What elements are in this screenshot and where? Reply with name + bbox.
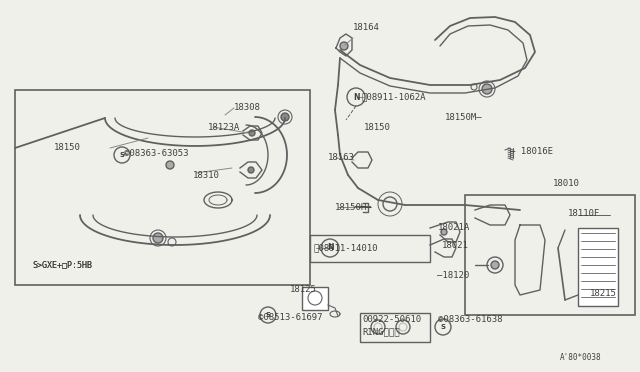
Text: A'80*0038: A'80*0038 <box>560 353 602 362</box>
Circle shape <box>441 229 447 235</box>
Text: 18308: 18308 <box>234 103 261 112</box>
Text: ©08363-61638: ©08363-61638 <box>438 315 502 324</box>
Text: —18120: —18120 <box>437 270 469 279</box>
Text: 18110F: 18110F <box>568 208 600 218</box>
Circle shape <box>491 261 499 269</box>
Text: S: S <box>440 324 445 330</box>
Text: 18010: 18010 <box>553 179 580 187</box>
Text: 18021: 18021 <box>442 241 469 250</box>
Text: S: S <box>266 312 271 318</box>
Circle shape <box>248 167 254 173</box>
Text: 18123A: 18123A <box>208 122 240 131</box>
Text: 18150M―: 18150M― <box>445 113 483 122</box>
Circle shape <box>281 113 289 121</box>
Bar <box>465 195 635 315</box>
Text: ― 18016E: ― 18016E <box>510 148 553 157</box>
Text: 18310: 18310 <box>193 170 220 180</box>
Bar <box>310 235 430 262</box>
Text: 00922-50610: 00922-50610 <box>362 315 421 324</box>
Text: S: S <box>120 152 125 158</box>
Text: 18021A: 18021A <box>438 224 470 232</box>
Circle shape <box>482 84 492 94</box>
Text: S>GXE+□P:5HB: S>GXE+□P:5HB <box>32 260 92 269</box>
Bar <box>360 313 430 342</box>
Text: ⓝ08911-1062A: ⓝ08911-1062A <box>362 93 426 102</box>
Text: 18150H―: 18150H― <box>335 202 372 212</box>
Bar <box>578 228 618 306</box>
Circle shape <box>249 130 255 136</box>
Text: 18150: 18150 <box>54 144 81 153</box>
Text: 18163: 18163 <box>328 154 355 163</box>
Text: ©08363-63053: ©08363-63053 <box>124 150 189 158</box>
Text: 18215: 18215 <box>590 289 617 298</box>
Circle shape <box>340 42 348 50</box>
Text: ©08513-61697: ©08513-61697 <box>258 314 323 323</box>
Circle shape <box>153 233 163 243</box>
Text: 18150: 18150 <box>364 124 391 132</box>
Bar <box>302 287 328 310</box>
Text: 18164: 18164 <box>353 23 380 32</box>
Circle shape <box>166 161 174 169</box>
Text: S>GXE+□P:5HB: S>GXE+□P:5HB <box>32 260 92 269</box>
Text: ⓝ08911-14010: ⓝ08911-14010 <box>314 244 378 253</box>
Text: 18125: 18125 <box>290 285 317 295</box>
Text: N: N <box>353 93 359 102</box>
Text: RINGリング: RINGリング <box>362 327 399 337</box>
Bar <box>15 90 310 285</box>
Text: N: N <box>327 244 333 253</box>
